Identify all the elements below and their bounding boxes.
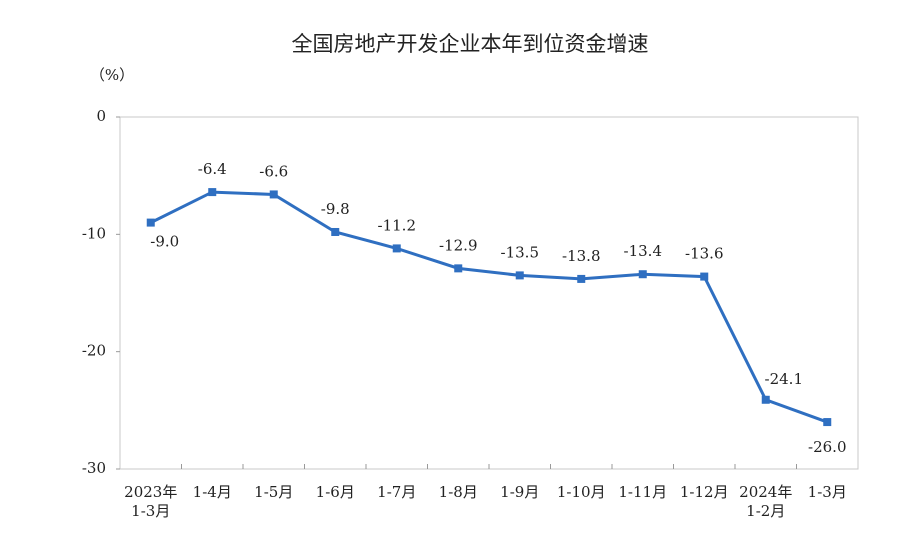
marker [700,272,709,281]
marker [269,190,278,199]
marker [515,271,524,280]
data-label: -13.8 [562,247,600,265]
x-tick-label: 1-8月 [439,483,478,501]
x-tick-label: 1-10月 [557,483,606,501]
chart-title: 全国房地产开发企业本年到位资金增速 [292,32,649,56]
marker [208,188,217,197]
data-label: -24.1 [765,370,803,388]
data-label: -26.0 [808,438,846,456]
marker [638,270,647,279]
x-tick-label: 1-6月 [316,483,355,501]
data-label: -6.4 [198,160,227,178]
x-tick-label: 2024年 1-2月 [739,483,792,520]
line [150,190,828,424]
marker [577,274,586,283]
marker [331,227,340,236]
marker [146,218,155,227]
data-label: -9.8 [321,200,350,218]
x-tick-label: 1-11月 [618,483,667,501]
data-label: -9.0 [150,233,179,251]
y-tick-label: -10 [82,224,106,242]
data-label: -6.6 [259,162,288,180]
x-tick-label: 2023年 1-3月 [124,483,177,520]
data-label: -13.6 [685,245,723,263]
y-tick-label: 0 [96,107,106,125]
y-tick-label: -20 [82,342,106,360]
marker [823,418,832,427]
x-tick-label: 1-3月 [808,483,847,501]
plot-frame [119,116,859,470]
marker [454,264,463,273]
x-tick-label: 1-7月 [377,483,416,501]
data-label: -12.9 [439,236,477,254]
marker [761,395,770,404]
x-tick-label: 1-9月 [500,483,539,501]
data-label: -11.2 [378,216,416,234]
data-label: -13.4 [624,242,662,260]
x-tick-label: 1-12月 [680,483,729,501]
x-tick-label: 1-5月 [254,483,293,501]
data-label: -13.5 [501,243,539,261]
y-tick-label: -30 [82,459,106,477]
y-axis-label: （%） [90,66,134,84]
marker [392,244,401,253]
x-tick-label: 1-4月 [193,483,232,501]
